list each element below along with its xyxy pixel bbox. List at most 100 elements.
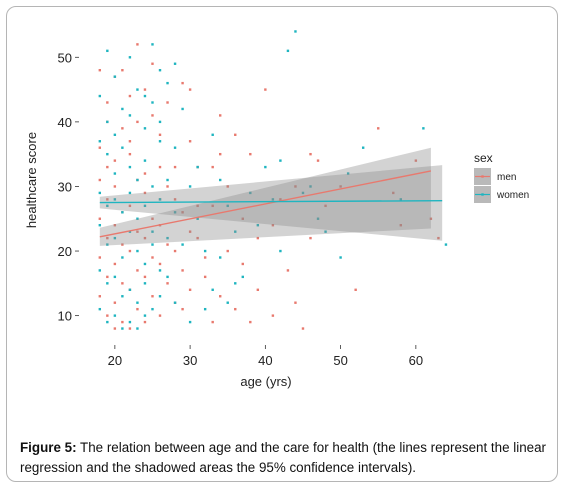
data-point-women (106, 49, 109, 53)
data-point-men (286, 269, 290, 272)
legend-point-women (481, 193, 484, 196)
data-point-men (226, 185, 229, 188)
x-tick-label: 20 (108, 353, 122, 368)
data-point-women (166, 178, 169, 182)
data-point-men (113, 301, 117, 304)
data-point-women (158, 269, 162, 272)
data-point-women (98, 269, 102, 272)
y-axis-label: healthcare score (24, 132, 39, 228)
data-point-men (98, 178, 102, 182)
data-point-men (188, 230, 192, 233)
data-point-men (354, 288, 357, 291)
data-point-women (113, 198, 117, 201)
data-point-women (188, 320, 192, 324)
data-point-women (106, 320, 109, 324)
data-point-men (271, 314, 275, 317)
data-point-men (143, 236, 147, 240)
y-tick-label: 10 (58, 309, 72, 324)
data-point-women (166, 236, 169, 240)
data-point-men (181, 81, 184, 85)
data-point-women (128, 56, 132, 59)
data-point-women (121, 107, 124, 111)
series-women-points (98, 30, 448, 330)
y-tick-label: 30 (58, 179, 72, 194)
plot-area: 10 20 30 40 50 20 30 40 50 60 (58, 30, 448, 368)
data-point-women (113, 275, 117, 279)
data-point-women (98, 191, 102, 195)
data-point-women (151, 243, 154, 246)
data-point-men (324, 204, 327, 208)
data-point-men (136, 43, 139, 46)
data-point-women (106, 204, 109, 208)
data-point-women (286, 49, 290, 53)
data-point-women (136, 301, 139, 304)
data-point-women (151, 307, 154, 311)
data-point-women (128, 288, 132, 291)
figure-frame (6, 6, 558, 482)
data-point-men (256, 236, 260, 240)
data-point-women (166, 81, 169, 85)
data-point-men (188, 288, 192, 291)
data-point-men (113, 159, 117, 162)
legend: sex men women (474, 151, 529, 203)
data-point-men (106, 165, 109, 169)
regression-line-women (99, 199, 443, 204)
data-point-women (158, 140, 162, 143)
data-point-men (294, 185, 297, 188)
data-point-women (173, 211, 177, 214)
data-point-women (136, 327, 139, 330)
data-point-women (121, 146, 124, 149)
data-point-men (181, 307, 184, 311)
data-point-men (151, 217, 154, 220)
data-point-women (324, 230, 327, 233)
data-point-women (151, 101, 154, 104)
data-point-women (113, 172, 117, 175)
data-point-women (136, 217, 139, 220)
data-point-women (219, 178, 222, 182)
data-point-men (249, 320, 252, 324)
data-point-women (128, 114, 132, 117)
data-point-women (188, 185, 192, 188)
data-point-men (188, 88, 192, 91)
data-point-women (128, 165, 132, 169)
confidence-band-men (99, 147, 431, 246)
data-point-women (339, 256, 342, 259)
data-point-men (166, 101, 169, 104)
data-point-women (309, 185, 312, 188)
data-point-women (203, 307, 207, 311)
data-point-men (113, 262, 117, 266)
data-point-women (143, 262, 147, 266)
data-point-men (136, 307, 139, 311)
data-point-men (121, 243, 124, 246)
data-point-women (234, 230, 237, 233)
data-point-men (166, 185, 169, 188)
data-point-men (143, 191, 147, 195)
x-tick-label: 50 (333, 353, 347, 368)
data-point-men (181, 269, 184, 272)
data-point-men (128, 327, 132, 330)
data-point-men (158, 314, 162, 317)
data-point-men (158, 165, 162, 169)
data-point-men (151, 62, 154, 65)
data-point-men (158, 133, 162, 136)
data-point-men (301, 327, 305, 330)
data-point-women (249, 191, 252, 195)
data-point-men (377, 127, 380, 130)
data-point-men (106, 314, 109, 317)
data-point-men (234, 307, 237, 311)
data-point-men (234, 133, 237, 136)
data-point-men (106, 198, 109, 201)
data-point-men (143, 320, 147, 324)
data-point-women (211, 133, 214, 136)
data-point-men (106, 275, 109, 279)
data-point-men (249, 152, 252, 156)
data-point-men (106, 236, 109, 240)
data-point-women (106, 282, 109, 285)
data-point-men (166, 243, 169, 246)
data-point-women (444, 243, 448, 246)
data-point-men (143, 275, 147, 279)
data-point-women (143, 204, 147, 208)
data-point-women (151, 185, 154, 188)
data-point-men (136, 230, 139, 233)
data-point-women (113, 75, 117, 78)
